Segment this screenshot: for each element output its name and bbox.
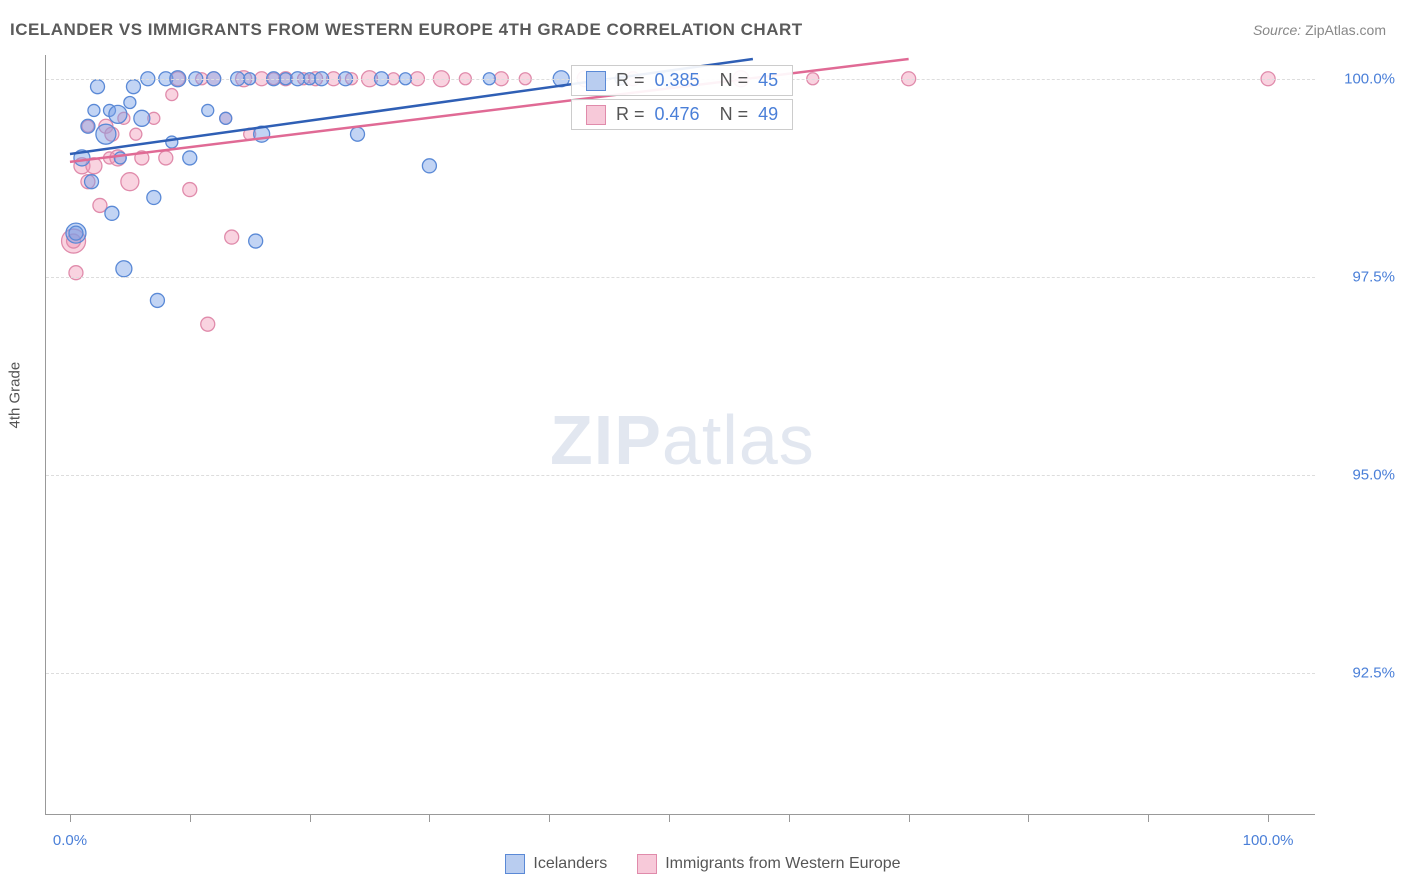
legend-item-a: Icelanders [505,854,607,874]
y-axis-title: 4th Grade [7,362,24,429]
scatter-point-a [124,97,136,109]
scatter-point-a [88,104,100,116]
bottom-legend: Icelanders Immigrants from Western Europ… [0,854,1406,874]
gridline [46,277,1315,278]
stats-r-value: 0.385 [655,70,700,91]
legend-label-b: Immigrants from Western Europe [665,855,900,873]
stats-box-a: R = 0.385 N = 45 [571,65,793,96]
x-tick [789,814,790,822]
scatter-point-a [116,261,132,277]
legend-label-a: Icelanders [533,855,607,873]
stats-box-b: R = 0.476 N = 49 [571,99,793,130]
x-tick [1268,814,1269,822]
gridline [46,475,1315,476]
scatter-point-a [134,110,150,126]
x-axis-label: 0.0% [53,832,87,849]
x-axis-label: 100.0% [1243,832,1294,849]
scatter-point-b [93,198,107,212]
chart-title: ICELANDER VS IMMIGRANTS FROM WESTERN EUR… [10,20,803,40]
scatter-point-a [126,80,140,94]
y-tick-label: 95.0% [1325,466,1395,483]
stats-n-value: 45 [758,70,778,91]
x-tick [549,814,550,822]
stats-n-label: N = [720,70,749,91]
stats-n-label: N = [720,104,749,125]
y-tick-label: 100.0% [1325,70,1395,87]
scatter-point-a [202,104,214,116]
legend-swatch-a [505,854,525,874]
scatter-point-a [91,80,105,94]
stats-n-value: 49 [758,104,778,125]
stats-r-value: 0.476 [655,104,700,125]
scatter-point-a [85,175,99,189]
x-tick [310,814,311,822]
scatter-point-a [351,127,365,141]
stats-r-label: R = [616,104,645,125]
x-tick [1028,814,1029,822]
scatter-point-b [159,151,173,165]
scatter-point-b [225,230,239,244]
scatter-point-a [114,152,126,164]
scatter-point-a [109,105,127,123]
scatter-point-a [166,136,178,148]
x-tick [1148,814,1149,822]
scatter-point-a [105,206,119,220]
scatter-point-b [201,317,215,331]
source-label: Source: [1253,22,1301,38]
legend-swatch-b [637,854,657,874]
x-tick [429,814,430,822]
scatter-point-a [249,234,263,248]
scatter-point-a [96,124,116,144]
y-tick-label: 92.5% [1325,664,1395,681]
source-attribution: Source: ZipAtlas.com [1253,22,1386,38]
chart-svg [46,55,1315,814]
x-tick [70,814,71,822]
scatter-point-b [121,173,139,191]
scatter-point-a [81,119,95,133]
scatter-point-a [220,112,232,124]
stats-swatch-b [586,105,606,125]
chart-header: ICELANDER VS IMMIGRANTS FROM WESTERN EUR… [10,20,1386,40]
stats-r-label: R = [616,70,645,91]
stats-swatch-a [586,71,606,91]
scatter-point-a [150,293,164,307]
x-tick [909,814,910,822]
x-tick [190,814,191,822]
gridline [46,673,1315,674]
x-tick [669,814,670,822]
scatter-point-b [130,128,142,140]
legend-item-b: Immigrants from Western Europe [637,854,900,874]
y-tick-label: 97.5% [1325,268,1395,285]
scatter-point-a [183,151,197,165]
scatter-point-b [166,89,178,101]
plot-area: 100.0%97.5%95.0%92.5%0.0%100.0%R =0.385N… [45,55,1315,815]
scatter-point-a [69,226,83,240]
source-value: ZipAtlas.com [1305,22,1386,38]
scatter-point-b [183,183,197,197]
scatter-point-a [422,159,436,173]
scatter-point-a [147,191,161,205]
